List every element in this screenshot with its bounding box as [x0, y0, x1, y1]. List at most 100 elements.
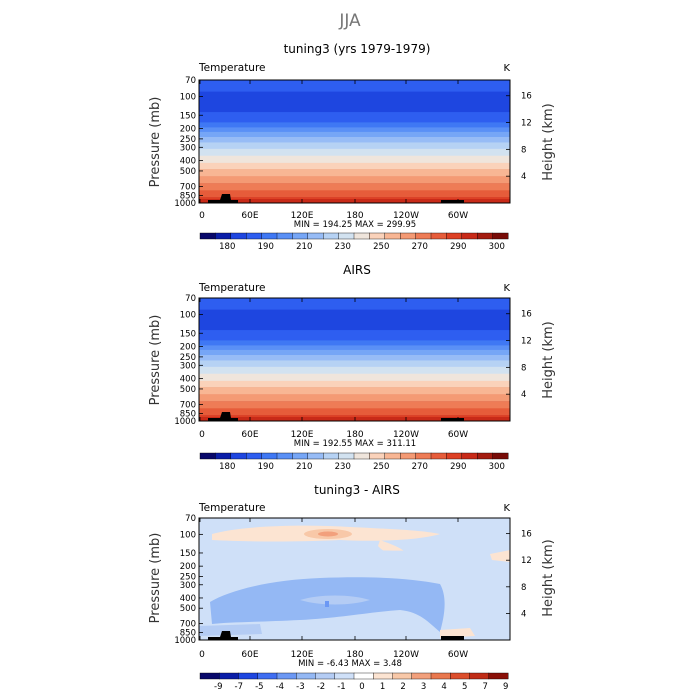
colorbar-box — [488, 672, 509, 680]
colorbar-label: 300 — [489, 242, 505, 252]
contour-band — [199, 162, 510, 170]
y-tick-label: 850 — [180, 191, 196, 201]
colorbar-label: 250 — [373, 242, 389, 252]
y-tick-label: 1000 — [174, 199, 196, 209]
y-tick-label: 250 — [180, 353, 196, 363]
colorbar-label: -2 — [317, 682, 325, 692]
colorbar-label: 1 — [380, 682, 385, 692]
colorbar-label: 180 — [219, 462, 235, 472]
colorbar-label: 2 — [400, 682, 405, 692]
contour-band — [199, 340, 510, 346]
colorbar-box — [477, 452, 494, 460]
colorbar-box — [353, 452, 370, 460]
contour-band — [199, 176, 510, 184]
colorbar-box — [446, 232, 463, 240]
y-tick-label: 100 — [180, 92, 196, 102]
colorbar-box — [276, 232, 293, 240]
colorbar-label: 250 — [373, 462, 389, 472]
colorbar-box — [369, 452, 386, 460]
x-tick-label: 120E — [291, 650, 314, 660]
plot-frame — [198, 297, 511, 422]
colorbar-box — [276, 452, 293, 460]
y-tick-label: 100 — [180, 310, 196, 320]
unit-label: K — [503, 63, 510, 74]
page-title: JJA — [338, 11, 361, 31]
min-max-stats: MIN = 194.25 MAX = 299.95 — [294, 220, 416, 230]
x-tick-label: 120W — [393, 430, 419, 440]
field-label: Temperature — [198, 62, 266, 74]
panel-model: tuning3 (yrs 1979-1979) Temperature K 70… — [148, 42, 556, 252]
y-tick-label: 250 — [180, 135, 196, 145]
y-tick-label: 1000 — [174, 636, 196, 646]
colorbar-box — [334, 672, 355, 680]
colorbar-box — [411, 672, 432, 680]
y2-tick-label: 4 — [521, 172, 526, 182]
x-tick-label: 0 — [199, 650, 205, 660]
negative-anomaly — [325, 601, 329, 607]
contour-band — [199, 394, 510, 402]
colorbar-box — [392, 672, 413, 680]
unit-label: K — [503, 503, 510, 514]
colorbar-box — [461, 232, 478, 240]
y2-tick-label: 4 — [521, 390, 526, 400]
x-tick-label: 180 — [346, 430, 363, 440]
y-tick-label: 200 — [180, 343, 196, 353]
colorbar-box — [400, 232, 417, 240]
colorbar-box — [353, 232, 370, 240]
colorbar-label: 230 — [335, 242, 351, 252]
colorbar-label: 270 — [412, 242, 428, 252]
y-tick-label: 70 — [185, 294, 196, 304]
colorbar-box — [353, 672, 374, 680]
y-axis-label: Pressure (mb) — [148, 533, 163, 624]
colorbar-box — [323, 232, 340, 240]
colorbar-box — [245, 232, 262, 240]
plot-frame — [198, 517, 511, 641]
y-tick-label: 1000 — [174, 417, 196, 427]
contour-band — [199, 91, 510, 113]
positive-anomaly — [318, 531, 338, 537]
colorbar-label: -5 — [255, 682, 263, 692]
colorbar-label: 190 — [258, 242, 274, 252]
colorbar-box — [461, 452, 478, 460]
y-tick-label: 150 — [180, 549, 196, 559]
colorbar-box — [296, 672, 316, 680]
colorbar-label: 210 — [296, 462, 312, 472]
y2-tick-label: 12 — [521, 337, 532, 347]
colorbar-box — [400, 452, 417, 460]
colorbar-label: -3 — [296, 682, 304, 692]
colorbar-box — [446, 452, 463, 460]
field-label: Temperature — [198, 282, 266, 294]
temperature-field — [199, 80, 510, 204]
contour-band — [199, 131, 510, 138]
colorbar: 180 190 210 230 250 270 290 300 — [199, 232, 509, 252]
colorbar-label: 180 — [219, 242, 235, 252]
x-tick-label: 120E — [291, 211, 314, 221]
y-tick-label: 300 — [180, 581, 196, 591]
colorbar-label: 0 — [359, 682, 364, 692]
colorbar-label: 3 — [421, 682, 426, 692]
colorbar-box — [257, 672, 278, 680]
surface-band — [199, 199, 510, 203]
y-tick-label: 850 — [180, 629, 196, 639]
contour-band — [199, 309, 510, 331]
colorbar-label: 5 — [462, 682, 467, 692]
topography — [441, 636, 464, 640]
colorbar-box — [199, 672, 220, 680]
colorbar-box — [415, 232, 432, 240]
colorbar-box — [492, 452, 509, 460]
y-tick-label: 700 — [180, 401, 196, 411]
difference-field — [199, 518, 510, 640]
colorbar-label: -1 — [337, 682, 345, 692]
contour-band — [199, 387, 510, 395]
y-tick-label: 200 — [180, 125, 196, 135]
contour-band — [199, 345, 510, 351]
colorbar-label: 4 — [441, 682, 446, 692]
y-tick-label: 70 — [185, 76, 196, 86]
colorbar-label: 300 — [489, 462, 505, 472]
colorbar-box — [307, 232, 324, 240]
x-tick-label: 0 — [199, 211, 205, 221]
colorbar-box — [219, 672, 239, 680]
colorbar-label: 270 — [412, 462, 428, 472]
y2-tick-label: 16 — [521, 530, 532, 540]
colorbar-label: 9 — [503, 682, 508, 692]
